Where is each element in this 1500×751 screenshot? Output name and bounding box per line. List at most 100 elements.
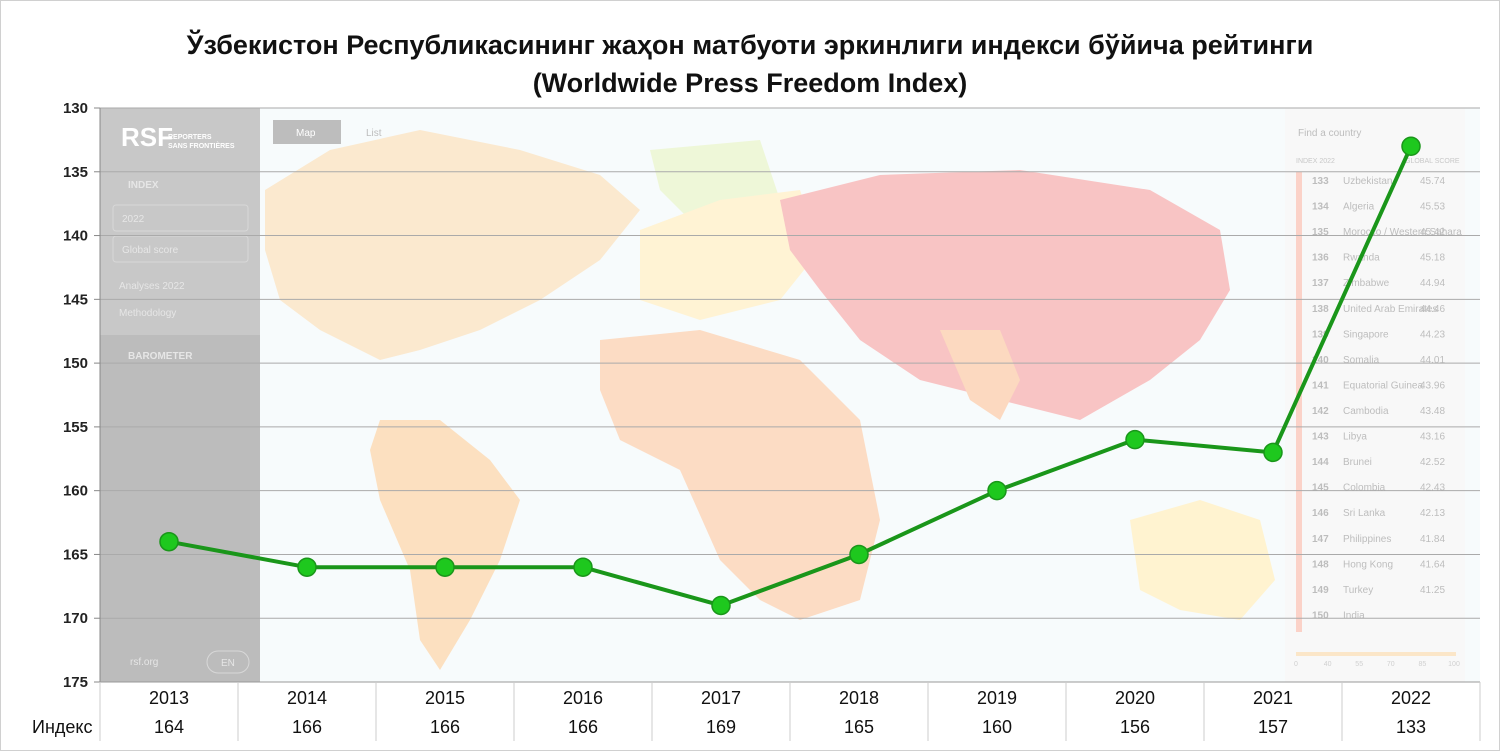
x-tick-label: 2019 (977, 688, 1017, 708)
data-point-2013 (159, 531, 179, 552)
rsf-ranking-row[interactable]: 150 India (1312, 610, 1365, 621)
north-america-shape (265, 130, 640, 360)
rsf-score: 43.16 (1420, 432, 1445, 443)
rsf-ranking-row[interactable]: 140 Somalia 44.01 (1312, 355, 1445, 366)
rsf-ranking-colorbar (1296, 172, 1302, 632)
rsf-rank: 144 (1312, 457, 1329, 468)
rsf-scale-label: 100 (1448, 661, 1460, 668)
rsf-score: 45.53 (1420, 202, 1445, 213)
rsf-country: Zimbabwe (1343, 278, 1390, 289)
rsf-logo-sub2: SANS FRONTIÈRES (168, 141, 235, 150)
rsf-site-link[interactable]: rsf.org (130, 657, 158, 668)
rsf-score: 41.84 (1420, 534, 1445, 545)
table-cell: 165 (844, 717, 874, 737)
rsf-lang-button[interactable] (206, 650, 250, 674)
data-point-2021 (1263, 442, 1283, 463)
rsf-score: 43.48 (1420, 406, 1445, 417)
rsf-lang-label: EN (221, 658, 235, 669)
rsf-logo-sub1: REPORTERS (168, 134, 212, 141)
table-cell: 156 (1120, 717, 1150, 737)
rsf-score: 41.64 (1420, 559, 1445, 570)
x-tick-label: 2013 (149, 688, 189, 708)
rsf-rank: 143 (1312, 432, 1329, 443)
rsf-ranking-row[interactable]: 133 Uzbekistan 45.74 (1312, 176, 1445, 187)
rsf-ranking-row[interactable]: 139 Singapore 44.23 (1312, 329, 1445, 340)
rsf-map-tab[interactable] (273, 120, 341, 144)
rsf-analyses-link[interactable]: Analyses 2022 (119, 281, 185, 292)
rsf-index-label: INDEX (128, 180, 159, 191)
rsf-sidebar-top (100, 108, 260, 335)
rsf-rank: 133 (1312, 176, 1329, 187)
rsf-country: Turkey (1343, 585, 1373, 596)
y-tick-label: 155 (63, 419, 88, 436)
table-cell: 166 (568, 717, 598, 737)
y-tick-label: 175 (63, 674, 88, 691)
y-tick-label: 135 (63, 164, 88, 181)
rsf-rank: 135 (1312, 227, 1329, 238)
rsf-country: Cambodia (1343, 406, 1389, 417)
y-axis-ticks: 130 135 140 145 150 155 160 165 170 175 (63, 100, 100, 691)
x-tick-label: 2018 (839, 688, 879, 708)
table-row-label: Индекс (32, 717, 92, 737)
rsf-scale-label: 0 (1294, 661, 1298, 668)
rsf-rank: 146 (1312, 508, 1329, 519)
rsf-country: Libya (1343, 432, 1367, 443)
rsf-scale-label: 85 (1419, 661, 1427, 668)
south-america-shape (370, 420, 520, 670)
rsf-background-screenshot: RSF REPORTERS SANS FRONTIÈRES INDEX 2022… (100, 108, 1480, 682)
rsf-score: 45.18 (1420, 253, 1445, 264)
chart-title-line1: Ўзбекистон Республикасининг жаҳон матбуо… (186, 30, 1314, 60)
x-tick-label: 2021 (1253, 688, 1293, 708)
europe-shape (640, 190, 820, 320)
rsf-scale-label: 55 (1355, 661, 1363, 668)
rsf-ranking-row[interactable]: 144 Brunei 42.52 (1312, 457, 1445, 468)
rsf-ranking-row[interactable]: 146 Sri Lanka 42.13 (1312, 508, 1445, 519)
rsf-ranking-row[interactable]: 134 Algeria 45.53 (1312, 202, 1445, 213)
x-tick-label: 2017 (701, 688, 741, 708)
rsf-score: 44.23 (1420, 329, 1445, 340)
rsf-search-input[interactable]: Find a country (1298, 128, 1361, 139)
rsf-ranking-row[interactable]: 148 Hong Kong 41.64 (1312, 559, 1445, 570)
series-line (168, 145, 1413, 608)
rsf-score-scale (1296, 652, 1456, 656)
rsf-country: India (1343, 610, 1365, 621)
y-tick-label: 170 (63, 610, 88, 627)
rsf-country: Algeria (1343, 202, 1375, 213)
rsf-score: 42.43 (1420, 483, 1445, 494)
y-tick-label: 160 (63, 483, 88, 500)
rsf-scale-label: 40 (1324, 661, 1332, 668)
rsf-score: 44.46 (1420, 304, 1445, 315)
rsf-score: 44.94 (1420, 278, 1445, 289)
rsf-score: 44.01 (1420, 355, 1445, 366)
rsf-list-tab[interactable]: List (366, 128, 382, 139)
rsf-rank: 145 (1312, 483, 1329, 494)
y-tick-label: 150 (63, 355, 88, 372)
rsf-country: Equatorial Guinea (1343, 380, 1423, 391)
rsf-ranking-row[interactable]: 137 Zimbabwe 44.94 (1312, 278, 1445, 289)
table-cell: 169 (706, 717, 736, 737)
rsf-ranking-row[interactable]: 149 Turkey 41.25 (1312, 585, 1445, 596)
rsf-ranking-row[interactable]: 147 Philippines 41.84 (1312, 534, 1445, 545)
india-shape (940, 330, 1020, 420)
rsf-rank: 136 (1312, 253, 1329, 264)
rsf-col-score: GLOBAL SCORE (1405, 158, 1460, 165)
rsf-year-select[interactable] (112, 204, 249, 232)
rsf-country: Hong Kong (1343, 559, 1393, 570)
chart-title: Ўзбекистон Республикасининг жаҳон матбуо… (0, 26, 1500, 102)
rsf-methodology-link[interactable]: Methodology (119, 308, 176, 319)
rsf-col-index: INDEX 2022 (1296, 158, 1335, 165)
table-cell: 166 (430, 717, 460, 737)
rsf-country: Uzbekistan (1343, 176, 1392, 187)
rsf-ranking-row[interactable]: 143 Libya 43.16 (1312, 432, 1445, 443)
rsf-rank: 149 (1312, 585, 1329, 596)
x-tick-label: 2014 (287, 688, 327, 708)
data-point-2017 (711, 595, 731, 616)
series-points (159, 136, 1421, 616)
rsf-ranking-row[interactable]: 142 Cambodia 43.48 (1312, 406, 1445, 417)
rsf-scale-label: 70 (1387, 661, 1395, 668)
rsf-country: Philippines (1343, 534, 1391, 545)
rsf-ranking-row[interactable]: 145 Colombia 42.43 (1312, 483, 1445, 494)
